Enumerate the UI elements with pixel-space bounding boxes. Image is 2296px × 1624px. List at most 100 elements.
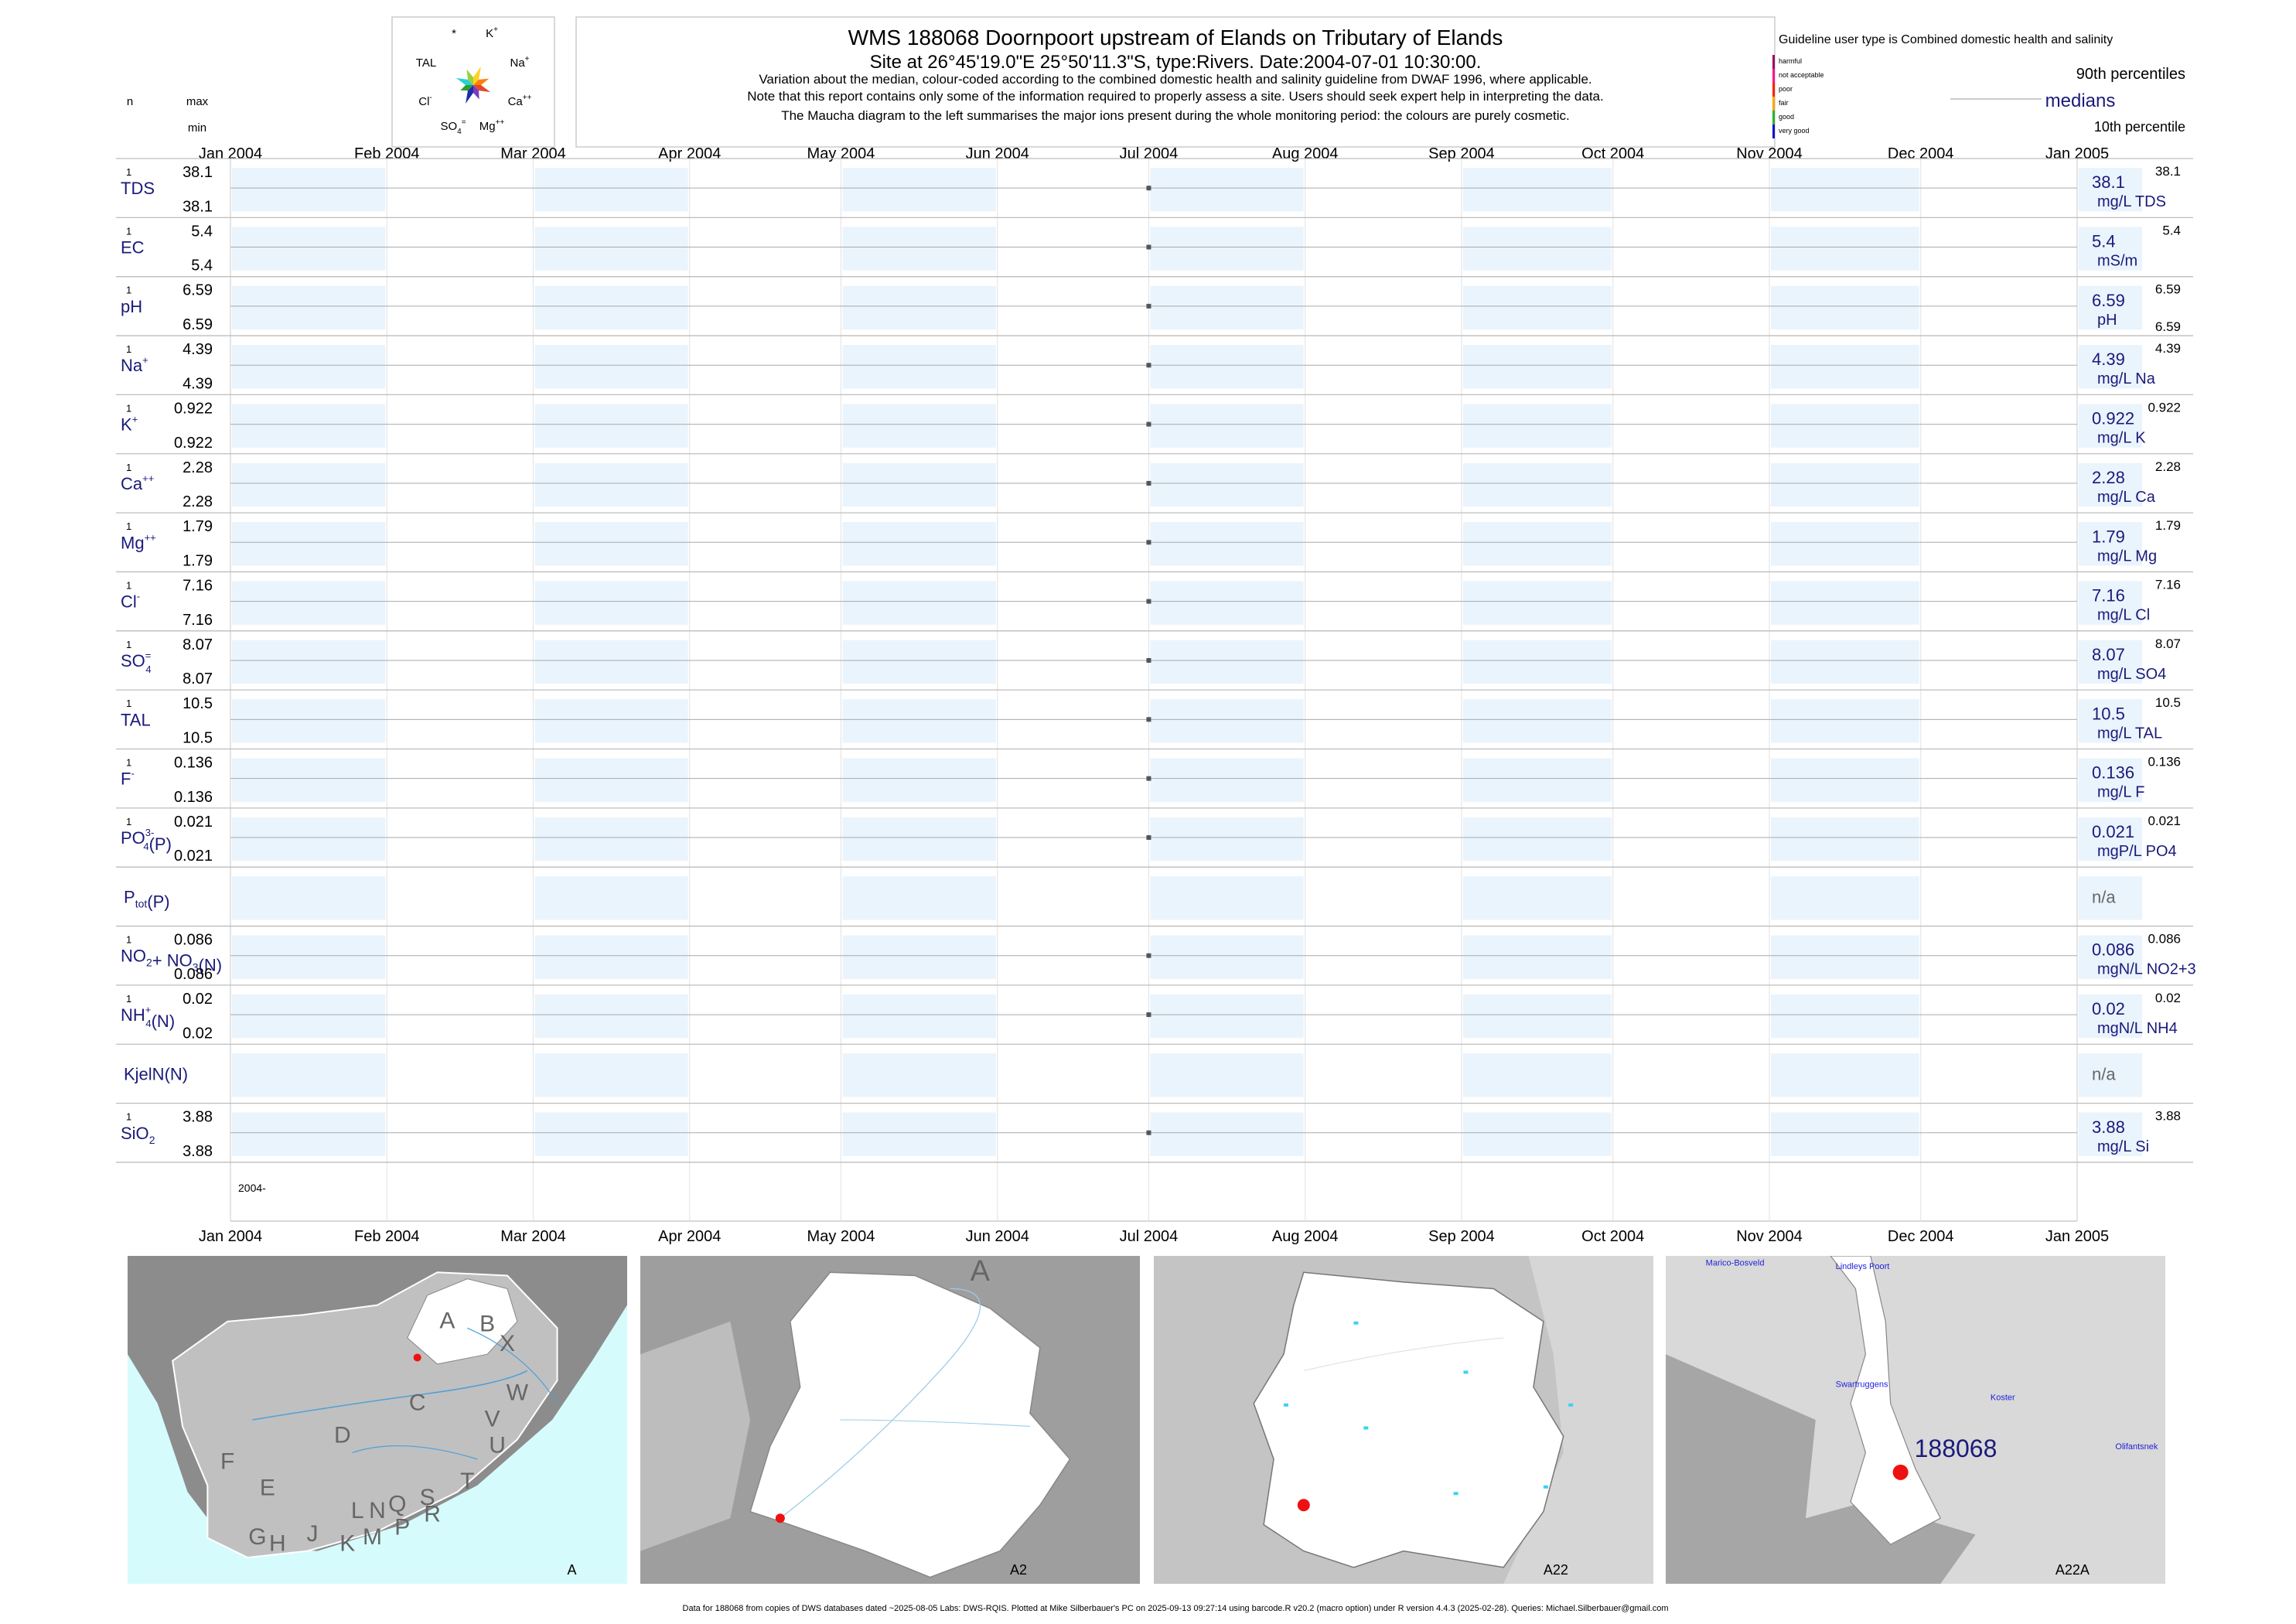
guideline-title: Guideline user type is Combined domestic… (1779, 33, 2113, 46)
maucha-label-ca: Ca++ (508, 94, 532, 108)
month-band (1771, 462, 1919, 507)
sample-count: 1 (126, 816, 131, 827)
month-band (232, 168, 386, 212)
month-band (1771, 994, 1919, 1039)
month-band (842, 285, 996, 330)
max-value: 5.4 (191, 223, 213, 240)
month-band (1463, 1053, 1612, 1097)
drainage-region-letter: C (409, 1390, 426, 1415)
x-tick-label-top: Apr 2004 (658, 145, 721, 162)
drainage-region-letter: V (485, 1406, 500, 1431)
legend-color-bar (1772, 111, 1775, 125)
month-band (1150, 285, 1304, 330)
month-band (1150, 345, 1304, 389)
parameter-label: K+ (121, 414, 138, 435)
x-tick-label-bottom: Jul 2004 (1120, 1228, 1179, 1245)
map-region-a2: A A2 (640, 1256, 1140, 1584)
month-band (842, 522, 996, 566)
month-band (534, 994, 688, 1039)
drainage-region-letter: T (460, 1469, 474, 1494)
legend-class-label: not acceptable (1779, 71, 1824, 79)
maucha-segment (473, 66, 481, 85)
min-value: 6.59 (183, 316, 213, 333)
parameter-label: KjelN(N) (124, 1064, 188, 1083)
maucha-label-so4: SO4= (440, 118, 466, 136)
sample-count: 1 (126, 993, 131, 1005)
month-band (842, 168, 996, 212)
month-band (1771, 758, 1919, 802)
p90-value: 2.28 (2155, 459, 2181, 474)
month-band (1771, 345, 1919, 389)
drainage-region-letter: R (424, 1501, 441, 1527)
neighbour-area (640, 1321, 751, 1551)
map-region-a22a: 188068 Marico-Bosveld Lindleys Poort Swartr… (1666, 1256, 2165, 1584)
medians-legend-label: medians (2045, 90, 2116, 111)
river (252, 1370, 528, 1421)
maucha-label-tal: TAL (416, 56, 436, 70)
p90-value: 8.07 (2155, 636, 2181, 651)
min-value: 0.086 (174, 966, 213, 983)
sample-point (1146, 717, 1151, 722)
sample-count: 1 (126, 934, 131, 946)
parameter-label: SO= 4 (121, 650, 152, 675)
min-value: 0.021 (174, 848, 213, 865)
legend-color-bar (1772, 125, 1775, 138)
region-a-highlight (407, 1278, 518, 1365)
month-band (534, 1112, 688, 1156)
min-value: 38.1 (183, 198, 213, 215)
month-band (2079, 404, 2142, 448)
month-band (232, 581, 386, 625)
sample-count: 1 (126, 343, 131, 355)
month-band (1463, 345, 1612, 389)
p90-value: 0.021 (2148, 814, 2181, 828)
x-tick-label-bottom: Nov 2004 (1736, 1228, 1803, 1245)
river (1303, 1337, 1504, 1371)
footer-credits: Data for 188068 from copies of DWS datab… (683, 1604, 1669, 1613)
sample-point (1146, 363, 1151, 368)
month-band (232, 404, 386, 448)
min-value: 0.02 (183, 1025, 213, 1042)
median-value: 0.086 (2092, 940, 2134, 960)
unit-label: mg/L Cl (2097, 607, 2150, 624)
month-band (1771, 404, 1919, 448)
p90-value: 0.02 (2155, 991, 2181, 1005)
maucha-label-k: K+ (486, 26, 498, 40)
month-band (1150, 168, 1304, 212)
month-band (842, 994, 996, 1039)
timeseries-chart: Jan 2004 Jan 2004 Feb 2004 Feb 2004 Mar 2004… (116, 145, 2196, 1245)
sample-count: 1 (126, 402, 131, 414)
p90-value: 5.4 (2162, 223, 2181, 237)
p90-value: 0.086 (2148, 932, 2181, 947)
drainage-region-letter: S (420, 1485, 435, 1510)
sample-point (1146, 421, 1151, 427)
sample-count: 1 (126, 225, 131, 237)
sample-point (1146, 480, 1151, 486)
month-band (1771, 935, 1919, 979)
median-value: 38.1 (2092, 172, 2125, 192)
catchment-a22a (1830, 1256, 1942, 1545)
p90-value: 6.59 (2155, 282, 2181, 297)
month-band (1150, 817, 1304, 861)
unit-label: mg/L F (2097, 784, 2145, 801)
p90-value: 1.79 (2155, 518, 2181, 533)
x-tick-label-bottom: Dec 2004 (1888, 1228, 1954, 1245)
month-band (534, 462, 688, 507)
month-band (1463, 462, 1612, 507)
min-value: 8.07 (183, 670, 213, 687)
drainage-region-letter: E (260, 1476, 275, 1501)
median-value: 7.16 (2092, 586, 2125, 606)
map-caption: A22 (1544, 1562, 1568, 1578)
x-tick-label-bottom: Jan 2005 (2045, 1228, 2109, 1245)
month-band (842, 345, 996, 389)
dam (1568, 1403, 1574, 1407)
month-band (1771, 640, 1919, 684)
p90-value: 0.922 (2148, 400, 2181, 415)
dam (1463, 1370, 1469, 1374)
header-note-1: Variation about the median, colour-coded… (759, 72, 1592, 87)
unit-label: mg/L Si (2097, 1138, 2149, 1155)
drainage-region-letter: B (479, 1312, 495, 1337)
max-value: 7.16 (183, 577, 213, 594)
month-band (2079, 227, 2142, 271)
month-band (2079, 1053, 2142, 1097)
p90-value: 7.16 (2155, 577, 2181, 592)
